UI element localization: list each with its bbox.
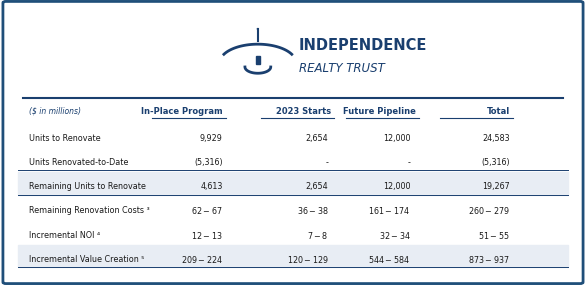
Text: -: - [325,158,328,167]
Bar [18,245,568,267]
Text: 4,613: 4,613 [200,182,223,191]
Text: Remaining Units to Renovate: Remaining Units to Renovate [29,182,146,191]
Text: $161 - $174: $161 - $174 [369,205,410,216]
Text: 12,000: 12,000 [383,134,410,143]
Text: 2,654: 2,654 [305,134,328,143]
Text: 12,000: 12,000 [383,182,410,191]
Text: INDEPENDENCE: INDEPENDENCE [299,38,427,53]
Text: $32 - $34: $32 - $34 [379,230,410,241]
Text: 2,654: 2,654 [305,182,328,191]
Text: (5,316): (5,316) [481,158,510,167]
Text: 19,267: 19,267 [482,182,510,191]
Text: $51 - $55: $51 - $55 [478,230,510,241]
Text: Incremental Value Creation ⁵: Incremental Value Creation ⁵ [29,255,145,264]
Text: (5,316): (5,316) [194,158,223,167]
FancyBboxPatch shape [3,1,583,284]
Text: $120 - $129: $120 - $129 [287,254,328,265]
Text: Incremental NOI ⁴: Incremental NOI ⁴ [29,231,100,240]
Text: $544 - $584: $544 - $584 [369,254,410,265]
Text: 24,583: 24,583 [482,134,510,143]
Text: Future Pipeline: Future Pipeline [343,107,416,116]
Text: ($ in millions): ($ in millions) [29,107,81,116]
Bar [18,172,568,195]
Text: Units Renovated-to-Date: Units Renovated-to-Date [29,158,129,167]
Text: REALTY TRUST: REALTY TRUST [299,62,384,75]
Text: $36 - $38: $36 - $38 [297,205,328,216]
Text: Total: Total [486,107,510,116]
Text: 9,929: 9,929 [200,134,223,143]
Text: Remaining Renovation Costs ³: Remaining Renovation Costs ³ [29,206,150,215]
Text: $12 - $13: $12 - $13 [191,230,223,241]
Text: In-Place Program: In-Place Program [141,107,223,116]
Bar [256,56,260,64]
Text: $873 - $937: $873 - $937 [468,254,510,265]
Text: 2023 Starts: 2023 Starts [276,107,331,116]
Text: $209 - $224: $209 - $224 [181,254,223,265]
Text: Units to Renovate: Units to Renovate [29,134,101,143]
Text: $260 - $279: $260 - $279 [468,205,510,216]
Text: -: - [407,158,410,167]
Text: $7 - $8: $7 - $8 [306,230,328,241]
Text: $62 - $67: $62 - $67 [191,205,223,216]
